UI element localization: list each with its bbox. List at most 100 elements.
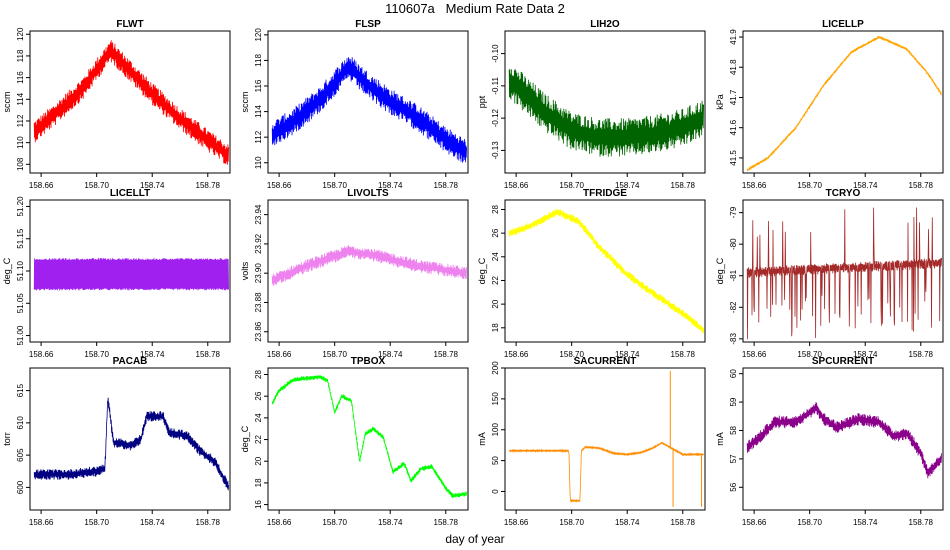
panel-licellt: 158.66 158.70 158.74 158.78 51.00 51.05 51.10 5… xyxy=(2,188,231,359)
x-tick-label: 158.78 xyxy=(909,350,934,359)
y-tick-label: 58 xyxy=(729,425,738,434)
y-tick-label: 23.88 xyxy=(254,292,263,313)
x-tick-label: 158.74 xyxy=(853,181,878,190)
y-tick-label: -82 xyxy=(729,301,738,313)
x-tick-label: 158.66 xyxy=(267,181,292,190)
x-tick-label: 158.78 xyxy=(671,181,696,190)
series-flwt xyxy=(33,40,229,165)
series-tcryo xyxy=(746,207,942,340)
panel-title: TPBOX xyxy=(351,356,386,367)
y-tick-label: 118 xyxy=(254,54,263,67)
y-tick-label: 116 xyxy=(254,79,263,92)
series-licellp xyxy=(746,35,942,172)
y-tick-label: 120 xyxy=(254,28,263,42)
y-tick-label: 23.90 xyxy=(254,263,263,284)
y-tick-label: 100 xyxy=(491,423,500,437)
plot-frame xyxy=(504,199,706,343)
x-tick-label: 158.74 xyxy=(140,350,165,359)
series-livolts xyxy=(271,245,467,287)
x-tick-label: 158.70 xyxy=(559,518,584,527)
series-licellt xyxy=(33,258,229,291)
series-flsp xyxy=(271,57,467,163)
y-tick-label: 110 xyxy=(254,156,263,169)
figure-title: 110607a Medium Rate Data 2 xyxy=(385,1,565,16)
panel-title: SACURRENT xyxy=(574,356,637,367)
plot-frame xyxy=(267,199,469,343)
x-tick-label: 158.74 xyxy=(378,181,403,190)
y-tick-label: 23.94 xyxy=(254,204,263,225)
plot-frame xyxy=(29,367,231,511)
y-tick-label: -0.12 xyxy=(491,108,500,127)
panel-lih2o: 158.66 158.70 158.74 158.78 -0.10 -0.11 -0.12 -… xyxy=(477,19,706,190)
panel-tcryo: 158.66 158.70 158.74 158.78 -79 -80 -81 -82 -83 T… xyxy=(715,188,944,359)
series-tpbox xyxy=(271,375,467,499)
panel-title: LIH2O xyxy=(590,19,620,30)
x-tick-label: 158.70 xyxy=(322,181,347,190)
x-tick-label: 158.66 xyxy=(29,181,54,190)
y-tick-label: 605 xyxy=(16,448,25,462)
x-tick-label: 158.66 xyxy=(742,181,767,190)
y-tick-label: 23.86 xyxy=(254,321,263,342)
y-tick-label: 41.5 xyxy=(729,150,738,166)
y-tick-label: 120 xyxy=(16,27,25,41)
y-tick-label: 22 xyxy=(491,275,500,284)
y-tick-label: 41.6 xyxy=(729,119,738,135)
plot-frame xyxy=(742,30,944,174)
y-tick-label: 51.05 xyxy=(16,293,25,314)
y-tick-label: 51.20 xyxy=(16,196,25,217)
panel-licellp: 158.66 158.70 158.74 158.78 41.5 41.6 41.7 41.8… xyxy=(715,19,944,190)
y-tick-label: -0.13 xyxy=(491,141,500,160)
y-axis-label: deg_C xyxy=(715,257,725,284)
y-tick-label: 50 xyxy=(491,456,500,465)
y-axis-label: deg_C xyxy=(2,257,12,284)
plot-frame xyxy=(742,199,944,343)
x-tick-label: 158.78 xyxy=(671,350,696,359)
y-tick-label: 112 xyxy=(254,130,263,143)
y-axis-label: ppt xyxy=(477,95,487,108)
x-tick-label: 158.78 xyxy=(196,350,221,359)
x-tick-label: 158.66 xyxy=(504,518,529,527)
y-tick-label: 20 xyxy=(254,456,263,465)
y-tick-label: 24 xyxy=(254,413,263,422)
y-tick-label: 59 xyxy=(729,397,738,406)
y-tick-label: 28 xyxy=(254,370,263,379)
y-tick-label: 18 xyxy=(254,478,263,487)
series-pacab xyxy=(33,397,229,491)
plot-frame xyxy=(267,30,469,174)
x-tick-label: 158.78 xyxy=(434,181,459,190)
y-tick-label: 22 xyxy=(254,435,263,444)
y-tick-label: 41.8 xyxy=(729,59,738,75)
y-axis-label: kPa xyxy=(715,94,725,110)
y-tick-label: 112 xyxy=(16,114,25,127)
x-tick-label: 158.74 xyxy=(615,350,640,359)
y-axis-label: volts xyxy=(240,261,250,280)
y-tick-label: 116 xyxy=(16,71,25,84)
y-tick-label: 150 xyxy=(491,392,500,406)
y-axis-label: sccm xyxy=(240,92,250,113)
y-tick-label: -0.11 xyxy=(491,76,500,94)
x-tick-label: 158.78 xyxy=(909,181,934,190)
x-tick-label: 158.70 xyxy=(322,350,347,359)
y-tick-label: 26 xyxy=(254,391,263,400)
panel-title: SPCURRENT xyxy=(812,356,874,367)
x-tick-label: 158.78 xyxy=(909,518,934,527)
x-tick-label: 158.66 xyxy=(504,350,529,359)
panel-title: PACAB xyxy=(113,356,148,367)
y-tick-label: 24 xyxy=(491,252,500,261)
y-tick-label: 28 xyxy=(491,204,500,213)
plot-frame xyxy=(504,30,706,174)
x-tick-label: 158.66 xyxy=(267,350,292,359)
y-axis-label: deg_C xyxy=(477,257,487,284)
y-tick-label: -79 xyxy=(729,206,738,218)
y-tick-label: 118 xyxy=(16,49,25,62)
y-axis-label: torr xyxy=(2,432,12,446)
panel-livolts: 158.66 158.70 158.74 158.78 23.86 23.88 23.90 2… xyxy=(240,188,469,359)
panel-title: FLSP xyxy=(355,19,381,30)
figure-xlabel: day of year xyxy=(445,532,505,546)
y-axis-label: deg_C xyxy=(240,425,250,452)
x-tick-label: 158.70 xyxy=(322,518,347,527)
panel-title: LICELLP xyxy=(822,19,864,30)
y-tick-label: 23.92 xyxy=(254,233,263,254)
y-tick-label: 51.15 xyxy=(16,228,25,249)
